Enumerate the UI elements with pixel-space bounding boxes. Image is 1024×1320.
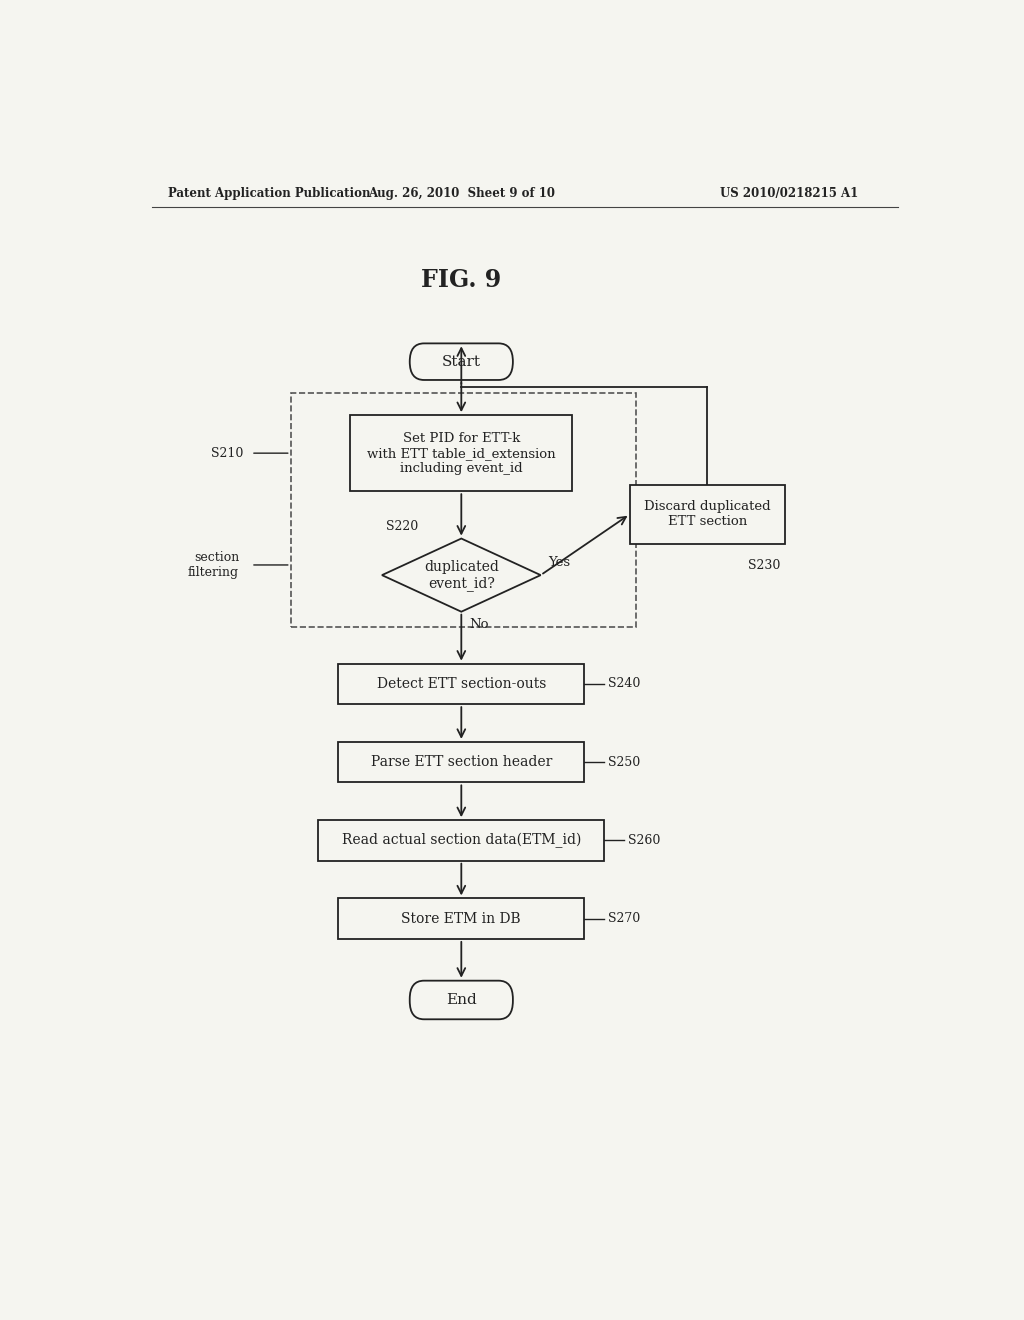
FancyBboxPatch shape <box>338 664 585 704</box>
Text: Patent Application Publication: Patent Application Publication <box>168 187 371 201</box>
Text: duplicated
event_id?: duplicated event_id? <box>424 560 499 590</box>
Text: FIG. 9: FIG. 9 <box>421 268 502 292</box>
Text: End: End <box>445 993 477 1007</box>
FancyBboxPatch shape <box>350 414 572 491</box>
Text: S260: S260 <box>628 834 660 847</box>
Text: US 2010/0218215 A1: US 2010/0218215 A1 <box>720 187 858 201</box>
Text: Store ETM in DB: Store ETM in DB <box>401 912 521 925</box>
Text: S240: S240 <box>608 677 640 690</box>
Text: S220: S220 <box>386 520 418 533</box>
Text: Detect ETT section-outs: Detect ETT section-outs <box>377 677 546 690</box>
FancyBboxPatch shape <box>410 981 513 1019</box>
Text: Set PID for ETT-k
with ETT table_id_extension
including event_id: Set PID for ETT-k with ETT table_id_exte… <box>367 432 556 475</box>
FancyBboxPatch shape <box>318 820 604 861</box>
Text: S250: S250 <box>608 755 640 768</box>
Text: Parse ETT section header: Parse ETT section header <box>371 755 552 770</box>
Text: S210: S210 <box>211 446 243 459</box>
Text: section
filtering: section filtering <box>188 550 239 579</box>
FancyBboxPatch shape <box>338 742 585 783</box>
Text: Discard duplicated
ETT section: Discard duplicated ETT section <box>644 500 771 528</box>
FancyBboxPatch shape <box>630 484 784 544</box>
Text: No: No <box>469 618 488 631</box>
FancyBboxPatch shape <box>410 343 513 380</box>
Text: S230: S230 <box>749 558 780 572</box>
FancyBboxPatch shape <box>338 899 585 939</box>
Text: Yes: Yes <box>549 557 570 569</box>
Text: Aug. 26, 2010  Sheet 9 of 10: Aug. 26, 2010 Sheet 9 of 10 <box>368 187 555 201</box>
Text: S270: S270 <box>608 912 640 925</box>
Polygon shape <box>382 539 541 611</box>
Text: Start: Start <box>441 355 481 368</box>
Text: Read actual section data(ETM_id): Read actual section data(ETM_id) <box>342 833 581 847</box>
